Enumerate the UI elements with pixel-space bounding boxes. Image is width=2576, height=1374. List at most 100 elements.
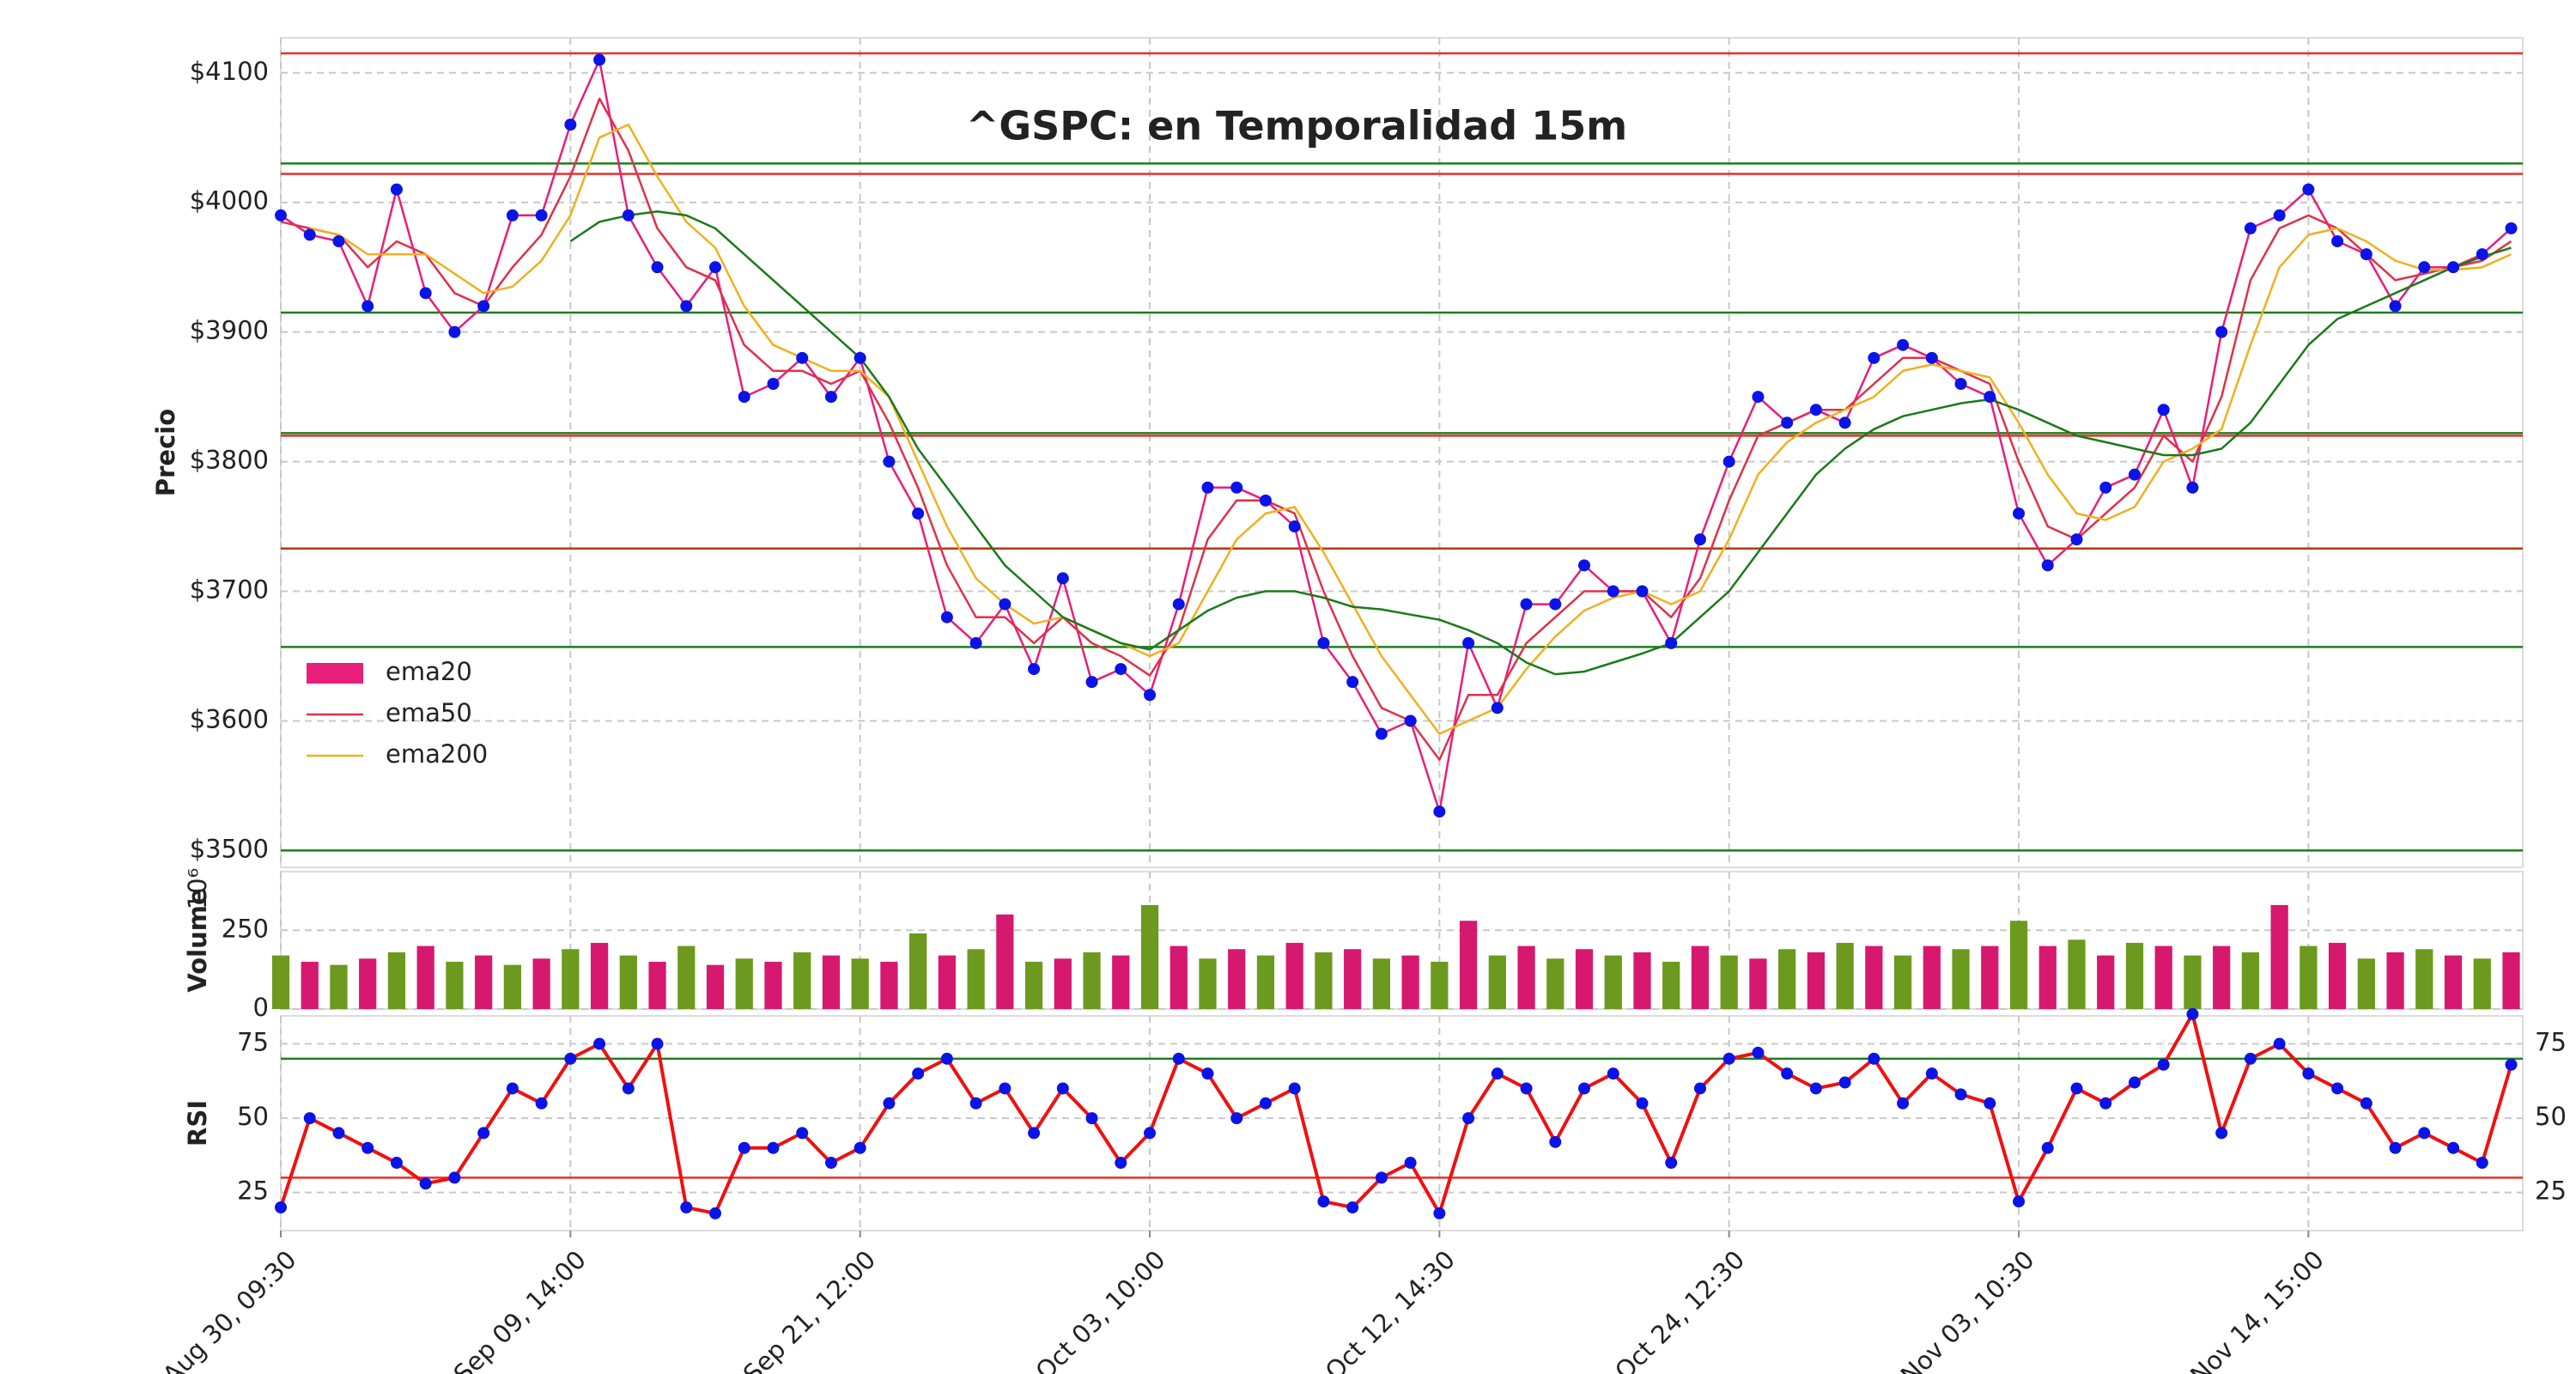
volume-bar [996, 914, 1014, 1009]
volume-bar [938, 955, 956, 1009]
volume-bar [2328, 942, 2347, 1009]
marker [1201, 481, 1214, 494]
volume-bar [2068, 939, 2086, 1009]
marker [1288, 520, 1301, 533]
marker [2215, 1127, 2228, 1140]
marker [2418, 1127, 2431, 1140]
marker [2041, 1141, 2054, 1154]
marker [390, 1157, 403, 1170]
volume-bar [1720, 955, 1738, 1009]
y-tick-label: $4000 [190, 186, 269, 216]
volume-bar [1952, 949, 1970, 1009]
marker [506, 209, 519, 222]
marker [390, 183, 403, 196]
marker [1346, 1201, 1359, 1213]
marker [651, 261, 664, 274]
volume-bar [562, 949, 580, 1009]
marker [940, 611, 953, 623]
offset-label: 10⁶ [183, 868, 212, 910]
marker [1984, 391, 1996, 404]
volume-bar [2270, 904, 2288, 1009]
marker [1897, 1097, 1910, 1110]
marker [2505, 1058, 2518, 1071]
marker [2157, 404, 2170, 416]
marker [1838, 416, 1851, 429]
legend-label: ema20 [386, 657, 472, 686]
marker [1259, 1097, 1272, 1110]
marker [2099, 1097, 2112, 1110]
marker [1868, 351, 1880, 364]
volume-bar [1893, 955, 1912, 1009]
volume-bar [1981, 945, 1999, 1009]
marker [2186, 1007, 2199, 1020]
marker [969, 1097, 982, 1110]
marker [1984, 1097, 1996, 1110]
marker [2476, 1157, 2488, 1170]
y-tick-label: 50 [237, 1102, 269, 1131]
volume-bar [1575, 949, 1594, 1009]
volume-bar [1662, 961, 1680, 1009]
marker [2013, 1195, 2026, 1208]
marker [680, 1201, 693, 1213]
y-tick-label: 25 [237, 1176, 269, 1206]
y-axis-label: Volume [183, 888, 212, 992]
marker [1404, 1157, 1417, 1170]
marker [1462, 636, 1475, 649]
volume-bar [446, 961, 464, 1009]
marker [854, 1141, 866, 1154]
volume-bar [2154, 945, 2172, 1009]
marker [1809, 404, 1822, 416]
volume-bar [2009, 921, 2028, 1009]
marker [1201, 1067, 1214, 1080]
volume-bar [2184, 955, 2202, 1009]
volume-bar [416, 945, 434, 1009]
marker [1665, 636, 1678, 649]
marker [738, 391, 750, 404]
marker [1375, 1171, 1388, 1184]
marker [999, 1082, 1012, 1095]
volume-bar [1691, 945, 1710, 1009]
marker [1607, 585, 1619, 598]
marker [2418, 261, 2431, 274]
marker [1115, 1157, 1127, 1170]
volume-bar [590, 942, 609, 1009]
volume-bar [1024, 961, 1043, 1009]
marker [2331, 234, 2344, 247]
marker [709, 261, 722, 274]
marker [2331, 1082, 2344, 1095]
marker [361, 1141, 374, 1154]
volume-bar [2213, 945, 2231, 1009]
volume-bar [1170, 945, 1188, 1009]
y-tick-label: 250 [222, 914, 269, 943]
marker [1809, 1082, 1822, 1095]
marker [940, 1052, 953, 1065]
marker [969, 636, 982, 649]
marker [2273, 1037, 2286, 1050]
volume-bar [1604, 955, 1622, 1009]
volume-bar [1633, 951, 1651, 1009]
marker [1781, 1067, 1794, 1080]
volume-bar [1778, 949, 1796, 1009]
y-tick-label: $3500 [190, 834, 269, 863]
volume-bar [301, 961, 319, 1009]
marker [883, 455, 896, 468]
y-axis-label: RSI [183, 1100, 212, 1146]
volume-bar [1256, 955, 1275, 1009]
marker [1752, 391, 1765, 404]
volume-bar [475, 955, 493, 1009]
volume-bar [1315, 951, 1333, 1009]
volume-bar [271, 955, 290, 1009]
y-tick-label: 0 [253, 993, 269, 1022]
marker [1056, 572, 1069, 585]
marker [2070, 533, 2083, 546]
series-line [569, 210, 2512, 676]
marker [1056, 1082, 1069, 1095]
marker [1520, 598, 1533, 611]
marker [2360, 1097, 2372, 1110]
marker [1230, 481, 1243, 494]
volume-bar [1228, 949, 1246, 1009]
marker [1925, 351, 1938, 364]
volume-bar [1459, 921, 1478, 1009]
volume-bar [1865, 945, 1883, 1009]
marker [1259, 494, 1272, 507]
